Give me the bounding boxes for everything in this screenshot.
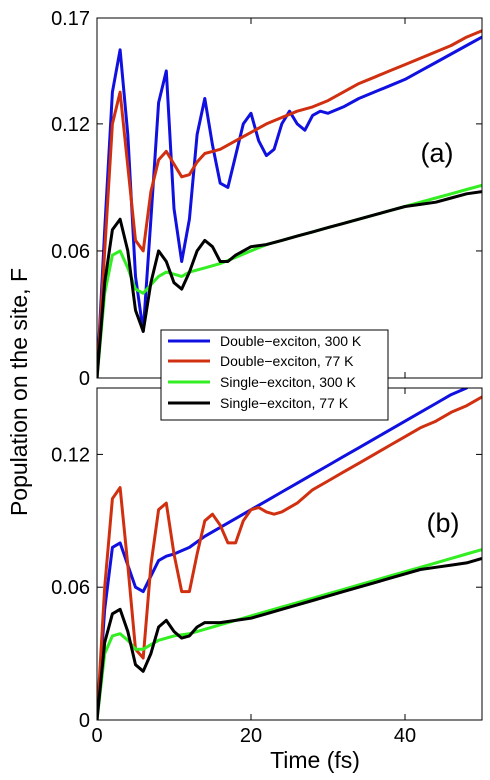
- x-tick-label: 20: [240, 725, 262, 747]
- series-line-single-exciton-77-k: [97, 190, 482, 378]
- y-tick-label: 0.12: [51, 114, 90, 136]
- legend-label-double-300: Double−exciton, 300 K: [220, 333, 362, 349]
- y-tick-label: 0: [79, 368, 90, 390]
- x-axis-label: Time (fs): [270, 747, 360, 773]
- x-tick-label: 0: [91, 725, 102, 747]
- y-tick-label: 0.06: [51, 577, 90, 599]
- series-line-double-exciton-77-k: [97, 29, 482, 378]
- panel-label-a: (a): [421, 138, 454, 168]
- series-line-double-exciton-300-k: [97, 35, 482, 378]
- plot-frame: [96, 387, 483, 721]
- y-tick-label: 0: [79, 710, 90, 732]
- legend-box: [160, 329, 389, 421]
- y-tick-label: 0.17: [51, 8, 90, 30]
- series-line-double-exciton-300-k: [97, 388, 469, 720]
- plot-frame: [96, 17, 483, 379]
- y-axis-label: Population on the site, F: [6, 268, 32, 516]
- series-line-single-exciton-300-k: [97, 548, 482, 720]
- panel-label-b: (b): [427, 508, 460, 538]
- y-tick-label: 0.12: [51, 444, 90, 466]
- legend-label-single-300: Single−exciton, 300 K: [220, 374, 356, 390]
- series-line-single-exciton-77-k: [97, 556, 482, 720]
- legend-label-double-77: Double−exciton, 77 K: [220, 353, 354, 369]
- x-tick-label: 40: [394, 725, 416, 747]
- legend: Double−exciton, 300 K Double−exciton, 77…: [160, 329, 389, 421]
- y-tick-label: 0.06: [51, 241, 90, 263]
- panel-b: 0 0.06 0.12 0 20 40: [51, 387, 483, 747]
- series-line-double-exciton-77-k: [97, 395, 482, 720]
- legend-label-single-77: Single−exciton, 77 K: [220, 395, 349, 411]
